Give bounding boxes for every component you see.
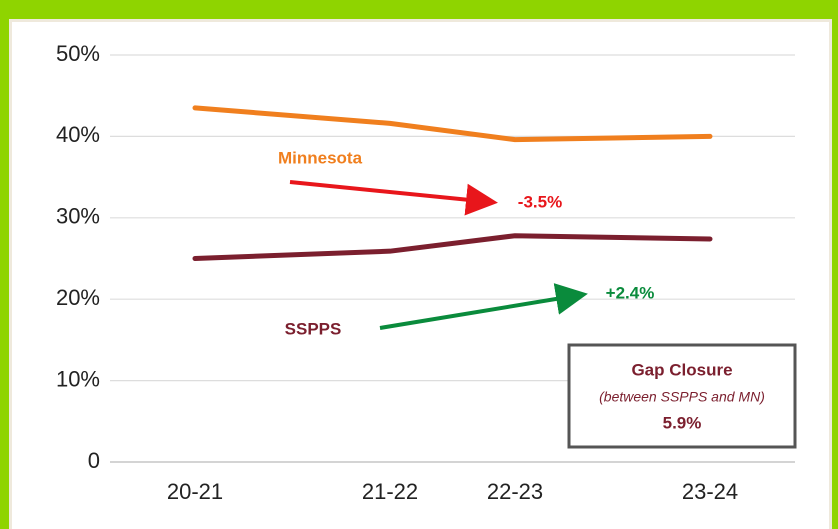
annotation: +2.4% xyxy=(606,283,655,302)
callout-value: 5.9% xyxy=(663,413,702,432)
arrow xyxy=(379,283,588,330)
y-tick-label: 0 xyxy=(88,448,100,473)
y-tick-label: 10% xyxy=(56,366,100,391)
callout-title: Gap Closure xyxy=(631,360,732,379)
callout-subtitle: (between SSPPS and MN) xyxy=(599,389,765,405)
series-label: Minnesota xyxy=(278,148,363,167)
x-tick-label: 23-24 xyxy=(682,479,738,504)
callout-box xyxy=(567,343,797,449)
y-tick-label: 40% xyxy=(56,122,100,147)
series-label: SSPPS xyxy=(285,319,342,338)
series-line xyxy=(192,233,713,261)
plot-background xyxy=(12,22,829,529)
x-tick-label: 20-21 xyxy=(167,479,223,504)
x-tick-label: 21-22 xyxy=(362,479,418,504)
y-tick-label: 50% xyxy=(56,41,100,66)
y-tick-label: 20% xyxy=(56,285,100,310)
arrow xyxy=(289,180,498,216)
y-tick-label: 30% xyxy=(56,204,100,229)
x-tick-label: 22-23 xyxy=(487,479,543,504)
series-line xyxy=(192,105,713,143)
annotation: -3.5% xyxy=(518,192,562,211)
